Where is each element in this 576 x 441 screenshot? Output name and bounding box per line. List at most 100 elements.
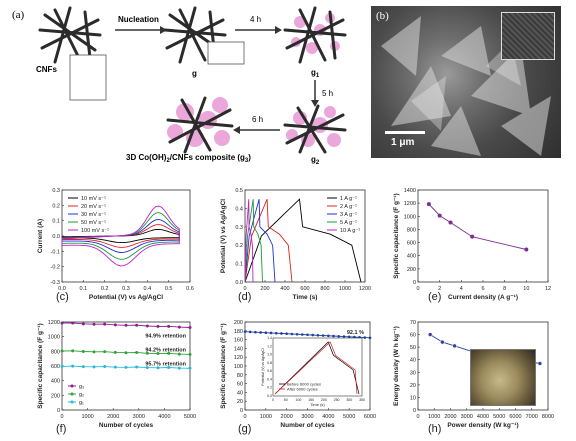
y-tick-label: 0.2 bbox=[235, 243, 243, 249]
panel-letter-g: (g) bbox=[238, 423, 251, 435]
legend-label: 20 mV s⁻¹ bbox=[81, 204, 106, 210]
y-tick-label: 120 bbox=[234, 355, 243, 361]
x-tick-label: 600 bbox=[300, 286, 309, 292]
y-tick-label: 20 bbox=[410, 383, 416, 389]
data-point bbox=[156, 366, 160, 370]
y-tick-label: 0.2 bbox=[52, 203, 60, 209]
y-tick-label: 600 bbox=[407, 241, 416, 247]
inset-x-tick-label: 300 bbox=[346, 398, 352, 402]
data-point bbox=[274, 331, 278, 335]
x-tick-label: 800 bbox=[320, 286, 329, 292]
x-tick-label: 2000 bbox=[107, 414, 119, 420]
x-tick-label: 4000 bbox=[322, 414, 334, 420]
gcd-curve bbox=[244, 199, 254, 283]
cv-curve bbox=[61, 205, 180, 267]
x-tick-label: 5000 bbox=[184, 414, 196, 420]
g1-label: g1 bbox=[311, 68, 320, 79]
data-point bbox=[103, 322, 107, 326]
x-tick-label: 6 bbox=[481, 286, 484, 292]
g2-label: g2 bbox=[311, 155, 320, 165]
inset-frame bbox=[272, 337, 363, 397]
y-axis-label: Potential (V) vs Ag/AgCl bbox=[220, 199, 227, 273]
data-point bbox=[71, 321, 75, 325]
inset-y-tick-label: 0.6 bbox=[267, 369, 272, 373]
x-tick-label: 2 bbox=[438, 286, 441, 292]
legend-label: 30 mV s⁻¹ bbox=[81, 212, 106, 218]
y-tick-label: 0.5 bbox=[235, 188, 243, 194]
data-point bbox=[524, 247, 529, 252]
x-tick-label: 2000 bbox=[444, 414, 456, 420]
data-point bbox=[103, 350, 107, 354]
charts-area: 0.0 0.1 0.2 0.3 0.4 0.5 0.6-0.3-0.2-0.10.00.10… bbox=[37, 188, 554, 435]
data-point bbox=[113, 350, 117, 354]
x-tick-label: 4000 bbox=[477, 414, 489, 420]
legend-label: g₁ bbox=[79, 400, 84, 406]
legend-marker bbox=[70, 392, 74, 396]
data-point bbox=[113, 323, 117, 327]
data-point bbox=[124, 365, 128, 369]
legend-label: 100 mV s⁻¹ bbox=[81, 228, 109, 234]
inset-y-tick-label: 0.4 bbox=[267, 377, 272, 381]
data-point bbox=[347, 335, 351, 339]
cnf-network-g2-icon bbox=[283, 104, 347, 154]
retention-annotation: 95.7% retention bbox=[145, 361, 186, 367]
g-label: g bbox=[192, 69, 197, 78]
x-tick-label: 3000 bbox=[461, 414, 473, 420]
x-tick-label: 0.0 bbox=[58, 286, 66, 292]
chart-f: 0 1000 2000 3000 4000 5000 0 200 400 600 800 1000 12… bbox=[37, 320, 196, 429]
y-tick-label: 0.3 bbox=[52, 188, 60, 194]
data-point bbox=[290, 332, 294, 336]
sem-flakes bbox=[381, 16, 551, 156]
x-tick-label: 0.4 bbox=[144, 286, 152, 292]
synthesis-schematic: (a) CNFs Nucleation g 4 h bbox=[12, 6, 347, 166]
data-point bbox=[177, 352, 181, 356]
inset-gcd-curve bbox=[274, 341, 358, 395]
data-line bbox=[428, 203, 527, 250]
y-tick-label: 200 bbox=[51, 393, 60, 399]
data-point bbox=[188, 326, 192, 329]
x-tick-label: 0 bbox=[416, 414, 419, 420]
time-4h-label: 4 h bbox=[250, 15, 261, 24]
nucleation-label: Nucleation bbox=[118, 15, 159, 24]
legend-label: 3 A g⁻¹ bbox=[340, 212, 357, 218]
legend-label: 50 mV s⁻¹ bbox=[81, 220, 106, 226]
chart-d: 0 200 400 600 800 1000 1200 0.0 0.1 0.2 0.3 0.4 0.5 T… bbox=[220, 188, 371, 301]
data-point bbox=[368, 336, 372, 340]
y-tick-label: 40 bbox=[237, 390, 243, 396]
data-point bbox=[135, 351, 139, 355]
cnf-network-icon bbox=[38, 6, 102, 64]
data-point bbox=[188, 352, 192, 356]
gcd-curve bbox=[244, 199, 276, 283]
data-point bbox=[470, 234, 475, 239]
inset-gcd-curve bbox=[274, 341, 360, 395]
x-tick-label: 5000 bbox=[493, 414, 505, 420]
inset-x-tick-label: 100 bbox=[296, 398, 302, 402]
inset-legend-label: Before 6000 cycles bbox=[287, 382, 321, 387]
data-point bbox=[124, 351, 128, 355]
data-point bbox=[243, 330, 247, 333]
x-tick-label: 1000 bbox=[260, 414, 272, 420]
y-tick-label: 100 bbox=[234, 364, 243, 370]
chart-e: 0 2 4 6 8 10 12 0 200 400 600 800 1000 1200 1400 Curren… bbox=[393, 188, 551, 301]
data-point bbox=[321, 334, 325, 337]
legend-label: 1 A g⁻¹ bbox=[340, 196, 357, 202]
data-point bbox=[71, 364, 75, 368]
x-tick-label: 5000 bbox=[343, 414, 355, 420]
gcd-curve bbox=[244, 199, 263, 283]
x-axis-label: Number of cycles bbox=[280, 422, 335, 429]
y-axis-label: Specific capacitance (F g⁻¹) bbox=[393, 193, 400, 278]
retention-annotation: 92.1 % bbox=[347, 330, 364, 336]
data-point bbox=[452, 343, 457, 349]
legend-label: 5 A g⁻¹ bbox=[340, 220, 357, 226]
y-axis-label: Current (A) bbox=[37, 219, 44, 253]
data-point bbox=[167, 366, 171, 370]
data-point bbox=[177, 366, 181, 370]
y-tick-label: 0 bbox=[413, 280, 416, 286]
y-tick-label: 0.4 bbox=[235, 206, 243, 212]
legend-label: 10 A g⁻¹ bbox=[340, 228, 360, 234]
data-point bbox=[81, 365, 85, 369]
x-tick-label: 8000 bbox=[542, 414, 554, 420]
x-axis-label: Potential (V) vs Ag/AgCl bbox=[89, 294, 163, 301]
panel-letter-a: (a) bbox=[12, 9, 25, 21]
panel-letter-h: (h) bbox=[428, 423, 441, 435]
